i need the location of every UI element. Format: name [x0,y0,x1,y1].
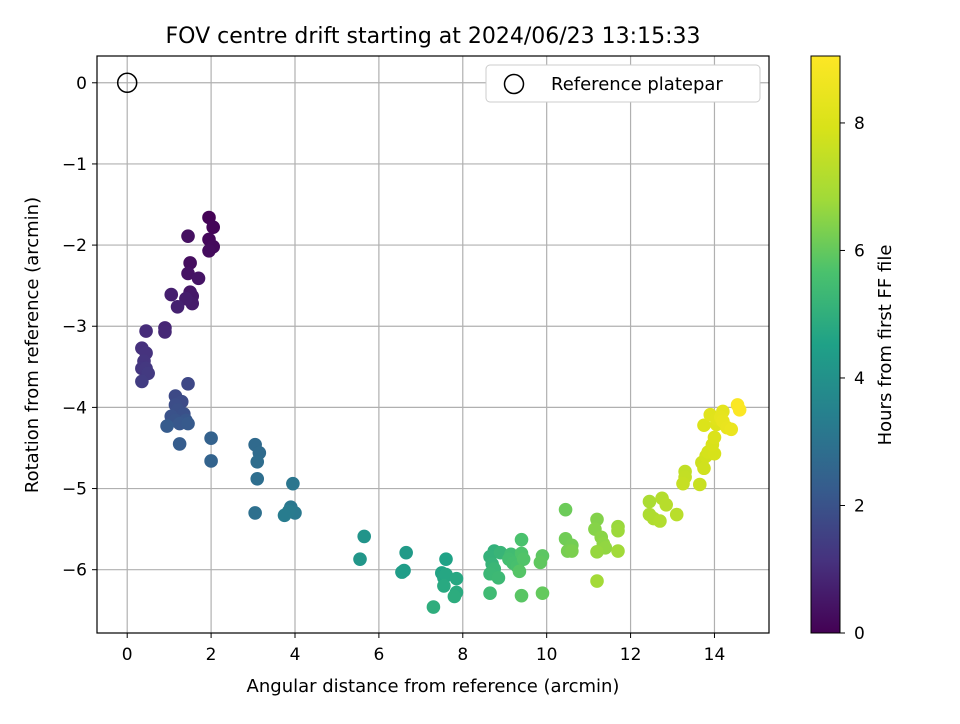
data-point [642,494,657,509]
data-point [590,545,604,559]
reference-platepar-marker [116,72,138,94]
data-point [179,291,193,306]
x-tick-label: 12 [620,645,642,665]
data-point [191,271,206,286]
colorbar: 0 2 4 6 8 Hours from first FF file [810,55,896,644]
data-point [697,461,711,476]
data-point [395,565,409,579]
data-point [514,588,529,603]
data-point [399,545,413,560]
data-point [202,243,216,258]
data-point [611,523,625,538]
x-tick-label: 14 [704,645,726,665]
data-point [692,477,707,492]
colorbar-tick-label: 8 [854,114,865,134]
data-point [250,472,265,486]
data-points [135,210,747,614]
data-point [426,600,441,614]
data-point [206,220,220,235]
data-point [724,422,739,437]
data-point [277,508,292,523]
x-tick-label: 8 [457,645,468,665]
data-point [160,419,174,433]
x-axis-ticks: 0 2 4 6 8 10 12 14 [122,633,726,665]
colorbar-tick-label: 2 [854,496,865,516]
y-tick-label: 0 [76,74,87,94]
chart-title: FOV centre drift starting at 2024/06/23 … [166,24,701,49]
data-point [181,266,195,281]
data-point [204,454,218,468]
data-point [286,476,300,491]
data-point [676,476,690,491]
legend: Reference platepar [485,64,761,103]
data-point [732,403,747,417]
y-tick-label: −2 [62,236,87,256]
x-tick-label: 4 [290,645,301,665]
data-point [533,555,548,570]
colorbar-tick-label: 0 [854,624,865,644]
plot-frame [96,55,770,634]
data-point [158,325,172,339]
x-axis-label: Angular distance from reference (arcmin) [247,676,620,697]
data-point [483,586,497,601]
data-point [437,579,451,593]
x-tick-label: 2 [206,645,217,665]
data-point [204,431,218,446]
legend-entry-reference: Reference platepar [551,74,723,95]
data-point [172,437,187,451]
y-tick-label: −5 [62,480,87,500]
data-point [181,377,195,391]
colorbar-tick-label: 4 [854,369,865,389]
data-point [512,564,527,579]
x-tick-label: 6 [373,645,384,665]
data-point [250,454,265,469]
y-axis-ticks: 0 −1 −2 −3 −4 −5 −6 [62,74,97,581]
data-point [590,574,604,588]
data-point [164,287,179,302]
y-tick-label: −1 [62,155,87,175]
data-point [135,374,149,389]
data-point [439,567,453,582]
data-point [659,497,674,512]
legend-box [485,64,761,103]
data-point [139,324,153,338]
y-tick-label: −3 [62,317,87,337]
legend-marker-icon [503,73,525,95]
data-point [611,544,625,558]
data-point [181,229,195,243]
data-point [439,552,453,566]
colorbar-gradient [810,55,841,634]
data-point [248,506,262,520]
data-point [535,586,550,601]
data-point [707,430,722,445]
x-tick-label: 10 [536,645,558,665]
data-point [491,571,506,585]
colorbar-tick-label: 6 [854,241,865,261]
data-point [449,571,464,586]
data-point [669,507,684,522]
y-tick-label: −6 [62,561,87,581]
data-point [447,589,462,604]
data-point [558,502,573,517]
grid-lines [97,56,769,633]
data-point [565,544,579,558]
data-point [353,552,367,566]
y-axis-label: Rotation from reference (arcmin) [22,197,43,493]
y-tick-label: −4 [62,398,87,418]
data-point [357,529,372,544]
data-point [653,514,667,528]
data-point [516,552,531,566]
x-tick-label: 0 [122,645,133,665]
data-point [183,256,197,270]
data-point [514,532,529,547]
data-point [697,418,711,433]
colorbar-label: Hours from first FF file [875,245,896,446]
colorbar-ticks: 0 2 4 6 8 [840,114,865,644]
data-point [181,416,195,431]
data-point [170,299,185,314]
